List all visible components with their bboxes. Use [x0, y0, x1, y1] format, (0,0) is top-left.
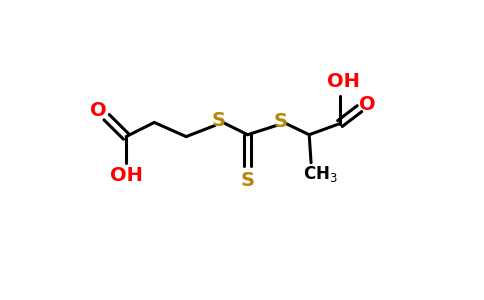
Text: S: S	[241, 171, 255, 190]
Text: OH: OH	[327, 72, 360, 91]
Text: OH: OH	[110, 166, 143, 185]
Text: O: O	[359, 95, 375, 114]
Text: S: S	[212, 111, 226, 130]
Text: S: S	[274, 112, 288, 131]
Text: O: O	[90, 101, 106, 120]
Text: CH$_3$: CH$_3$	[303, 164, 338, 184]
